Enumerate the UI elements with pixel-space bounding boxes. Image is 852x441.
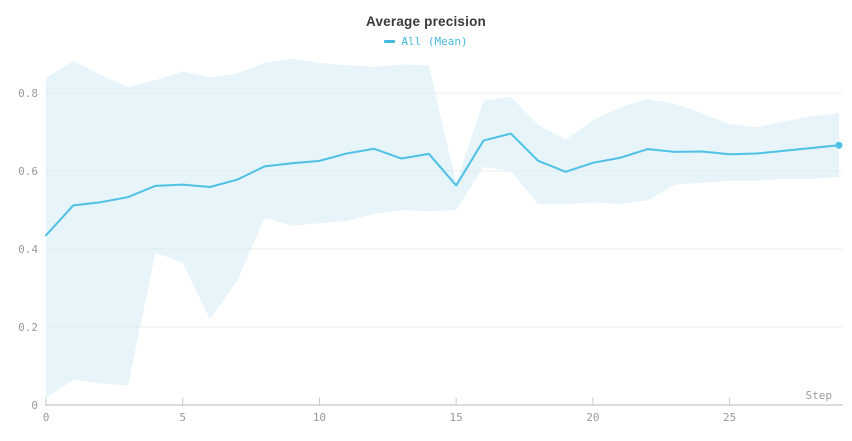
y-tick-label: 0 [31, 399, 38, 412]
y-tick-label: 0.6 [18, 165, 38, 178]
last-point-marker [835, 141, 843, 149]
y-tick-label: 0.8 [18, 87, 38, 100]
x-tick-label: 0 [43, 411, 50, 424]
legend-line-marker [384, 40, 396, 43]
y-tick-label: 0.4 [18, 243, 38, 256]
x-tick-label: 10 [313, 411, 326, 424]
x-tick-label: 15 [450, 411, 463, 424]
x-tick-label: 25 [723, 411, 736, 424]
x-tick-label: 20 [586, 411, 599, 424]
chart-title: Average precision [366, 14, 486, 29]
mean-line [45, 132, 840, 237]
x-axis-label: Step [806, 389, 833, 402]
y-tick-label: 0.2 [18, 321, 38, 334]
confidence-band [46, 58, 839, 398]
legend-label: All (Mean) [401, 35, 468, 48]
x-tick-label: 5 [179, 411, 186, 424]
legend[interactable]: All (Mean) [0, 35, 852, 48]
